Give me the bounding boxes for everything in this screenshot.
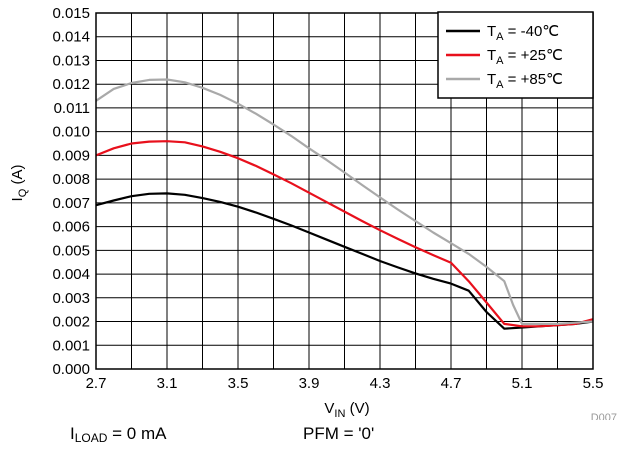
series-line-1 xyxy=(95,140,594,328)
y-tick-label: 0.012 xyxy=(52,76,90,93)
series-line-0 xyxy=(95,192,594,330)
y-tick-label: 0.010 xyxy=(52,124,90,141)
load-caption: ILOAD = 0 mA xyxy=(70,424,167,445)
y-tick-label: 0.001 xyxy=(52,337,90,354)
x-tick-label: 3.5 xyxy=(228,375,249,392)
x-tick-labels: 2.7 3.1 3.5 3.9 4.3 4.7 5.1 5.5 xyxy=(86,375,604,392)
y-axis-label: IQ (A) xyxy=(9,165,29,202)
y-tick-labels: 0.000 0.001 0.002 0.003 0.004 0.005 0.006 0.007… xyxy=(52,5,90,378)
x-tick-label: 5.1 xyxy=(512,375,533,392)
legend-label-1: TA = +25℃ xyxy=(487,47,563,67)
x-tick-label: 5.5 xyxy=(583,375,604,392)
legend: TA = -40℃ TA = +25℃ TA = +85℃ xyxy=(437,11,594,99)
y-tick-label: 0.007 xyxy=(52,195,90,212)
y-tick-label: 0.008 xyxy=(52,171,90,188)
y-tick-label: 0.006 xyxy=(52,219,90,236)
legend-box xyxy=(437,11,594,99)
y-tick-label: 0.000 xyxy=(52,361,90,378)
figure-id: D007 xyxy=(591,412,617,420)
y-tick-label: 0.014 xyxy=(52,29,90,46)
legend-label-2: TA = +85℃ xyxy=(487,71,563,91)
series-line-2 xyxy=(95,78,594,325)
y-tick-label: 0.004 xyxy=(52,266,90,283)
x-tick-label: 2.7 xyxy=(86,375,107,392)
y-tick-label: 0.013 xyxy=(52,52,90,69)
y-tick-label: 0.005 xyxy=(52,242,90,259)
x-tick-label: 3.9 xyxy=(299,375,320,392)
y-tick-label: 0.011 xyxy=(54,100,90,117)
y-tick-label: 0.003 xyxy=(52,290,90,307)
y-tick-label: 0.015 xyxy=(52,5,90,22)
x-tick-label: 4.7 xyxy=(441,375,462,392)
y-tick-label: 0.002 xyxy=(52,314,90,331)
y-tick-label: 0.009 xyxy=(52,147,90,164)
plot-frame xyxy=(95,12,594,370)
x-axis-label: VIN (V) xyxy=(324,400,369,420)
legend-label-0: TA = -40℃ xyxy=(487,23,559,43)
x-tick-label: 3.1 xyxy=(157,375,178,392)
pfm-caption: PFM = '0' xyxy=(303,424,375,443)
chart: 0.000 0.001 0.002 0.003 0.004 0.005 0.006 0.007… xyxy=(9,5,617,420)
series-group xyxy=(95,78,594,330)
x-tick-label: 4.3 xyxy=(370,375,391,392)
